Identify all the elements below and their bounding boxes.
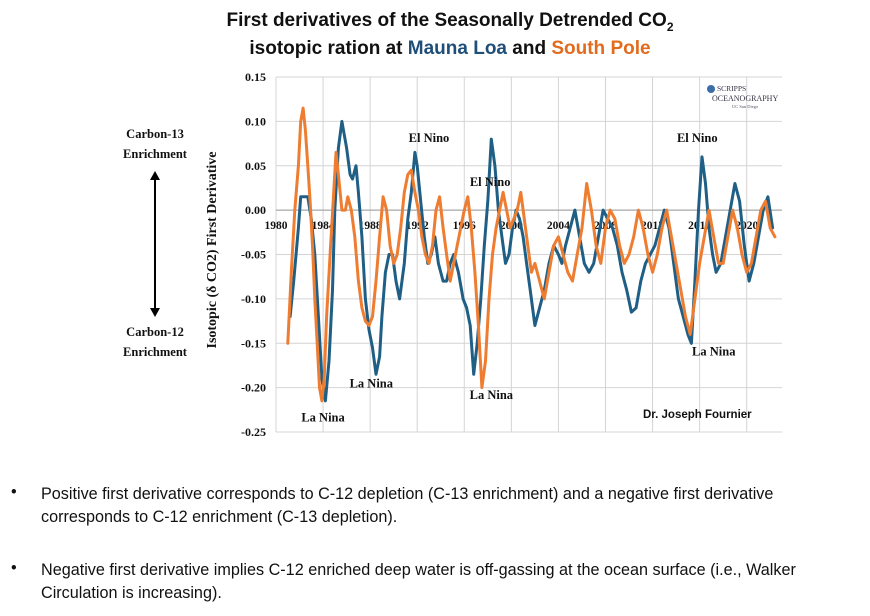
scripps-logo: SCRIPPS OCEANOGRAPHY UC San Diego <box>707 84 778 109</box>
y-tick-label: -0.20 <box>241 381 266 395</box>
annotation-label: La Nina <box>692 345 736 359</box>
y-tick-label: 0.15 <box>245 70 266 84</box>
series-line-south-pole <box>286 106 777 403</box>
x-tick-label: 1984 <box>312 220 335 232</box>
side-label-c13-line1: Carbon-13 <box>126 127 184 141</box>
author-credit: Dr. Joseph Fournier <box>643 409 752 421</box>
x-tick-label: 1988 <box>359 220 382 232</box>
x-tick-label: 1980 <box>265 220 288 232</box>
side-label-c13-line2: Enrichment <box>123 147 188 161</box>
y-tick-label: -0.25 <box>241 425 266 439</box>
side-label-c12-line1: Carbon-12 <box>126 325 184 339</box>
bullet-text-2: Negative first derivative implies C-12 e… <box>41 561 796 602</box>
title-south-pole: South Pole <box>551 38 651 59</box>
series-line-mauna-loa <box>288 119 775 403</box>
logo-mark-icon <box>707 85 715 93</box>
side-label-c12-line2: Enrichment <box>123 345 188 359</box>
title-text-1: First derivatives of the Seasonally Detr… <box>226 10 667 31</box>
title-mauna-loa: Mauna Loa <box>407 38 507 59</box>
annotation-label: El Nino <box>409 131 450 145</box>
logo-text-1: SCRIPPS <box>717 84 746 93</box>
y-tick-label: 0.00 <box>245 203 266 217</box>
annotation-label: La Nina <box>470 388 514 402</box>
chart-title-line1: First derivatives of the Seasonally Detr… <box>0 10 870 34</box>
y-tick-label: 0.05 <box>245 159 266 173</box>
annotation-label: El Nino <box>470 175 511 189</box>
y-tick-label: -0.05 <box>241 248 266 262</box>
title-and: and <box>507 38 552 59</box>
arrow-down-head <box>150 308 160 317</box>
plot-area: 0.15 0.10 0.05 0.00 -0.05 -0.10 -0.15 -0.20 -0.2… <box>241 70 782 439</box>
chart-title-line2: isotopic ration at Mauna Loa and South P… <box>0 38 870 60</box>
logo-text-3: UC San Diego <box>732 104 759 109</box>
title-text-2: isotopic ration at <box>249 38 408 59</box>
y-tick-label: -0.15 <box>241 336 266 350</box>
annotation-label: La Nina <box>301 410 345 424</box>
bullet-marker: • <box>11 559 17 577</box>
x-tick-label: 2004 <box>547 220 570 232</box>
x-tick-label: 1992 <box>406 220 429 232</box>
bullet-marker: • <box>11 483 17 501</box>
y-axis-label: Isotopic (δ CO2) First Derivative <box>205 152 220 349</box>
y-tick-label: 0.10 <box>245 114 266 128</box>
annotation-label: La Nina <box>350 377 394 391</box>
annotation-label: El Nino <box>677 131 718 145</box>
title-subscript: 2 <box>666 19 674 34</box>
bullet-text-1: Positive first derivative corresponds to… <box>41 485 774 526</box>
logo-text-2: OCEANOGRAPHY <box>712 94 778 103</box>
arrow-up-head <box>150 171 160 180</box>
y-tick-label: -0.10 <box>241 292 266 306</box>
